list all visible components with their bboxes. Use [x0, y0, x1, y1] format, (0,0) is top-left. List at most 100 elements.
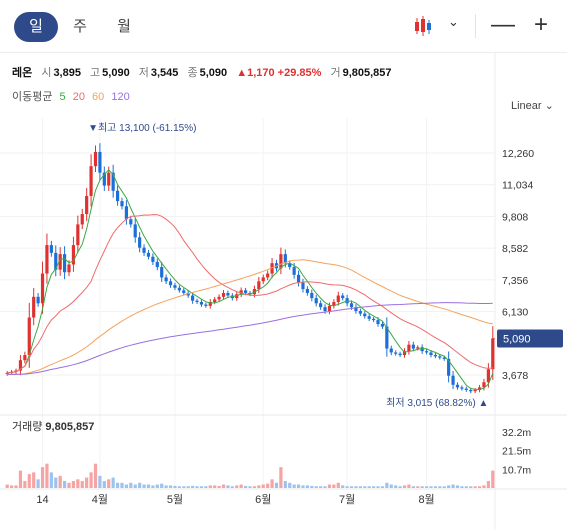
candle — [367, 316, 371, 319]
volume-bar — [455, 485, 460, 488]
volume-bar — [327, 484, 332, 488]
moving-average-legend[interactable]: 이동평균 5 20 60 120 — [12, 88, 134, 104]
volume-title: 거래량 9,805,857 — [12, 420, 94, 433]
candle — [363, 313, 367, 317]
volume-bar — [354, 486, 358, 488]
candle — [447, 358, 451, 376]
candle — [213, 299, 217, 303]
tab-weekly[interactable]: 주 — [73, 18, 87, 35]
ma-120: 120 — [111, 91, 130, 103]
ma-20: 20 — [72, 91, 85, 103]
volume-bar — [138, 482, 142, 488]
volume-bar — [491, 470, 495, 488]
candle — [376, 320, 380, 324]
candle — [23, 355, 27, 361]
candle — [226, 292, 230, 296]
candle — [407, 344, 411, 352]
candle — [477, 387, 482, 390]
candle — [292, 267, 296, 275]
candle — [451, 375, 455, 385]
candle — [433, 355, 438, 357]
candle — [482, 382, 486, 388]
volume-bar — [261, 484, 265, 488]
close-value: 5,090 — [199, 67, 228, 79]
volume-bar — [160, 483, 164, 488]
volume-bar — [49, 472, 53, 488]
toolbar-divider — [475, 14, 476, 38]
volume-bar — [341, 485, 345, 488]
volume-bar — [235, 485, 239, 488]
ma-line-120 — [7, 302, 493, 375]
last-price-badge — [497, 329, 563, 348]
volume-bar — [23, 481, 27, 488]
candle — [314, 298, 318, 304]
candlestick-icon[interactable] — [414, 14, 432, 38]
volume-bar — [226, 485, 230, 488]
candle — [429, 352, 433, 356]
volume-bar — [27, 474, 31, 488]
volume-bar — [380, 486, 385, 488]
volume-bar — [292, 484, 296, 488]
candle — [111, 172, 115, 191]
candle — [71, 245, 76, 265]
tab-daily[interactable]: 일 — [14, 12, 58, 42]
min-annotation: 최저 3,015 (68.82%) ▲ — [386, 397, 488, 409]
volume-bar — [296, 484, 301, 488]
volume-bar — [407, 484, 411, 488]
last-price-label: 5,090 — [503, 333, 531, 345]
candle — [464, 388, 468, 390]
volume-bar — [199, 486, 204, 488]
volume-tick-label: 32.2m — [502, 427, 531, 439]
chevron-down-icon[interactable]: ⌄ — [448, 14, 459, 29]
volume-bar — [217, 485, 221, 488]
volume-bar — [164, 485, 168, 488]
ma-line-60 — [7, 259, 493, 375]
volume-bar — [230, 486, 234, 488]
ma-line-5 — [7, 169, 494, 390]
candle — [54, 252, 58, 270]
candle — [115, 190, 120, 202]
zoom-out-button[interactable]: — — [491, 11, 515, 38]
volume-bar — [323, 486, 327, 488]
scale-dropdown[interactable]: Linear ⌄ — [511, 99, 554, 112]
chevron-down-icon: ⌄ — [544, 100, 554, 112]
low-value: 3,545 — [150, 67, 179, 79]
volume-bar — [447, 485, 451, 488]
volume-bar — [288, 482, 292, 488]
candle — [296, 274, 301, 283]
volume-bar — [204, 486, 208, 488]
candle — [217, 296, 221, 300]
candle — [455, 384, 460, 388]
volume-bar — [389, 484, 393, 488]
candle — [261, 277, 265, 282]
volume-bar — [442, 486, 446, 488]
candle — [45, 245, 49, 274]
candle — [491, 338, 495, 370]
volume-bar — [363, 486, 367, 488]
volume-bar — [319, 486, 323, 488]
max-annotation: ▼최고 13,100 (-61.15%) — [88, 122, 196, 134]
volume-bar — [301, 485, 305, 488]
candle — [266, 273, 270, 278]
volume-bar — [416, 486, 420, 488]
volume-bar — [213, 485, 217, 488]
volume-bar — [155, 484, 159, 488]
candle — [85, 195, 89, 215]
volume-bar — [58, 475, 62, 488]
candle — [160, 267, 164, 278]
candle — [323, 307, 327, 312]
candle — [438, 356, 442, 358]
volume-bar — [248, 486, 252, 488]
tab-monthly[interactable]: 월 — [117, 18, 131, 35]
volume-bar — [482, 485, 486, 488]
candle — [168, 281, 173, 286]
candle — [133, 224, 137, 238]
volume-value: 9,805,857 — [342, 67, 392, 79]
volume-bar — [40, 467, 45, 488]
candle — [486, 369, 490, 383]
zoom-in-button[interactable]: + — [533, 11, 548, 38]
volume-bar — [345, 486, 349, 488]
volume-bar — [486, 481, 490, 488]
candle — [155, 261, 159, 268]
